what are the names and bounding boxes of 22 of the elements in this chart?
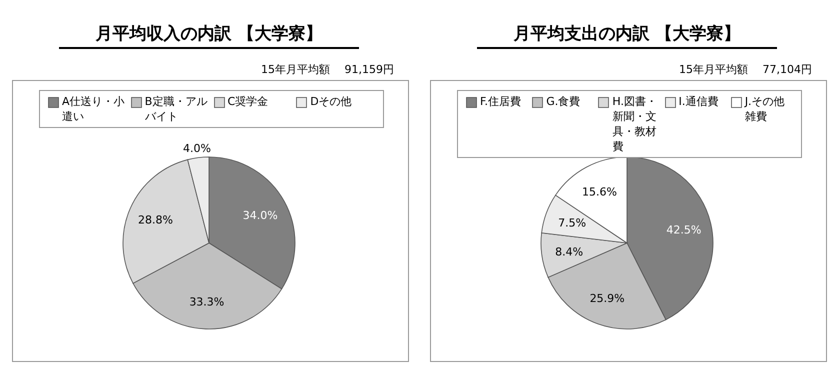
data-label: 15.6% [582, 185, 617, 198]
legend-label: B定職・アルバイト [144, 94, 208, 124]
data-label: 33.3% [189, 295, 224, 308]
chart-title: 月平均収入の内訳 【大学寮】 [59, 22, 359, 49]
legend-label: H.図書・新聞・文具・教材費 [612, 94, 658, 154]
legend-label: C奨学金 [228, 94, 268, 109]
data-label: 8.4% [555, 246, 584, 259]
data-label: 28.8% [138, 213, 173, 226]
chart-subtitle: 15年月平均額 91,159円 [261, 62, 394, 77]
data-label: 4.0% [183, 142, 211, 155]
legend-label: F.住居費 [480, 94, 522, 109]
legend-label: G.食費 [546, 94, 580, 109]
legend-label: A仕送り・小遣い [62, 94, 126, 124]
data-label: 25.9% [590, 292, 625, 306]
data-label: 34.0% [242, 208, 278, 222]
chart-subtitle: 15年月平均額 77,104円 [679, 62, 812, 77]
chart-title: 月平均支出の内訳 【大学寮】 [477, 22, 777, 49]
data-label: 7.5% [558, 216, 586, 230]
legend-label: J.その他雑費 [744, 94, 786, 124]
legend-label: Dその他 [310, 94, 352, 109]
legend-label: I.通信費 [678, 94, 718, 109]
data-label: 42.5% [666, 223, 702, 236]
